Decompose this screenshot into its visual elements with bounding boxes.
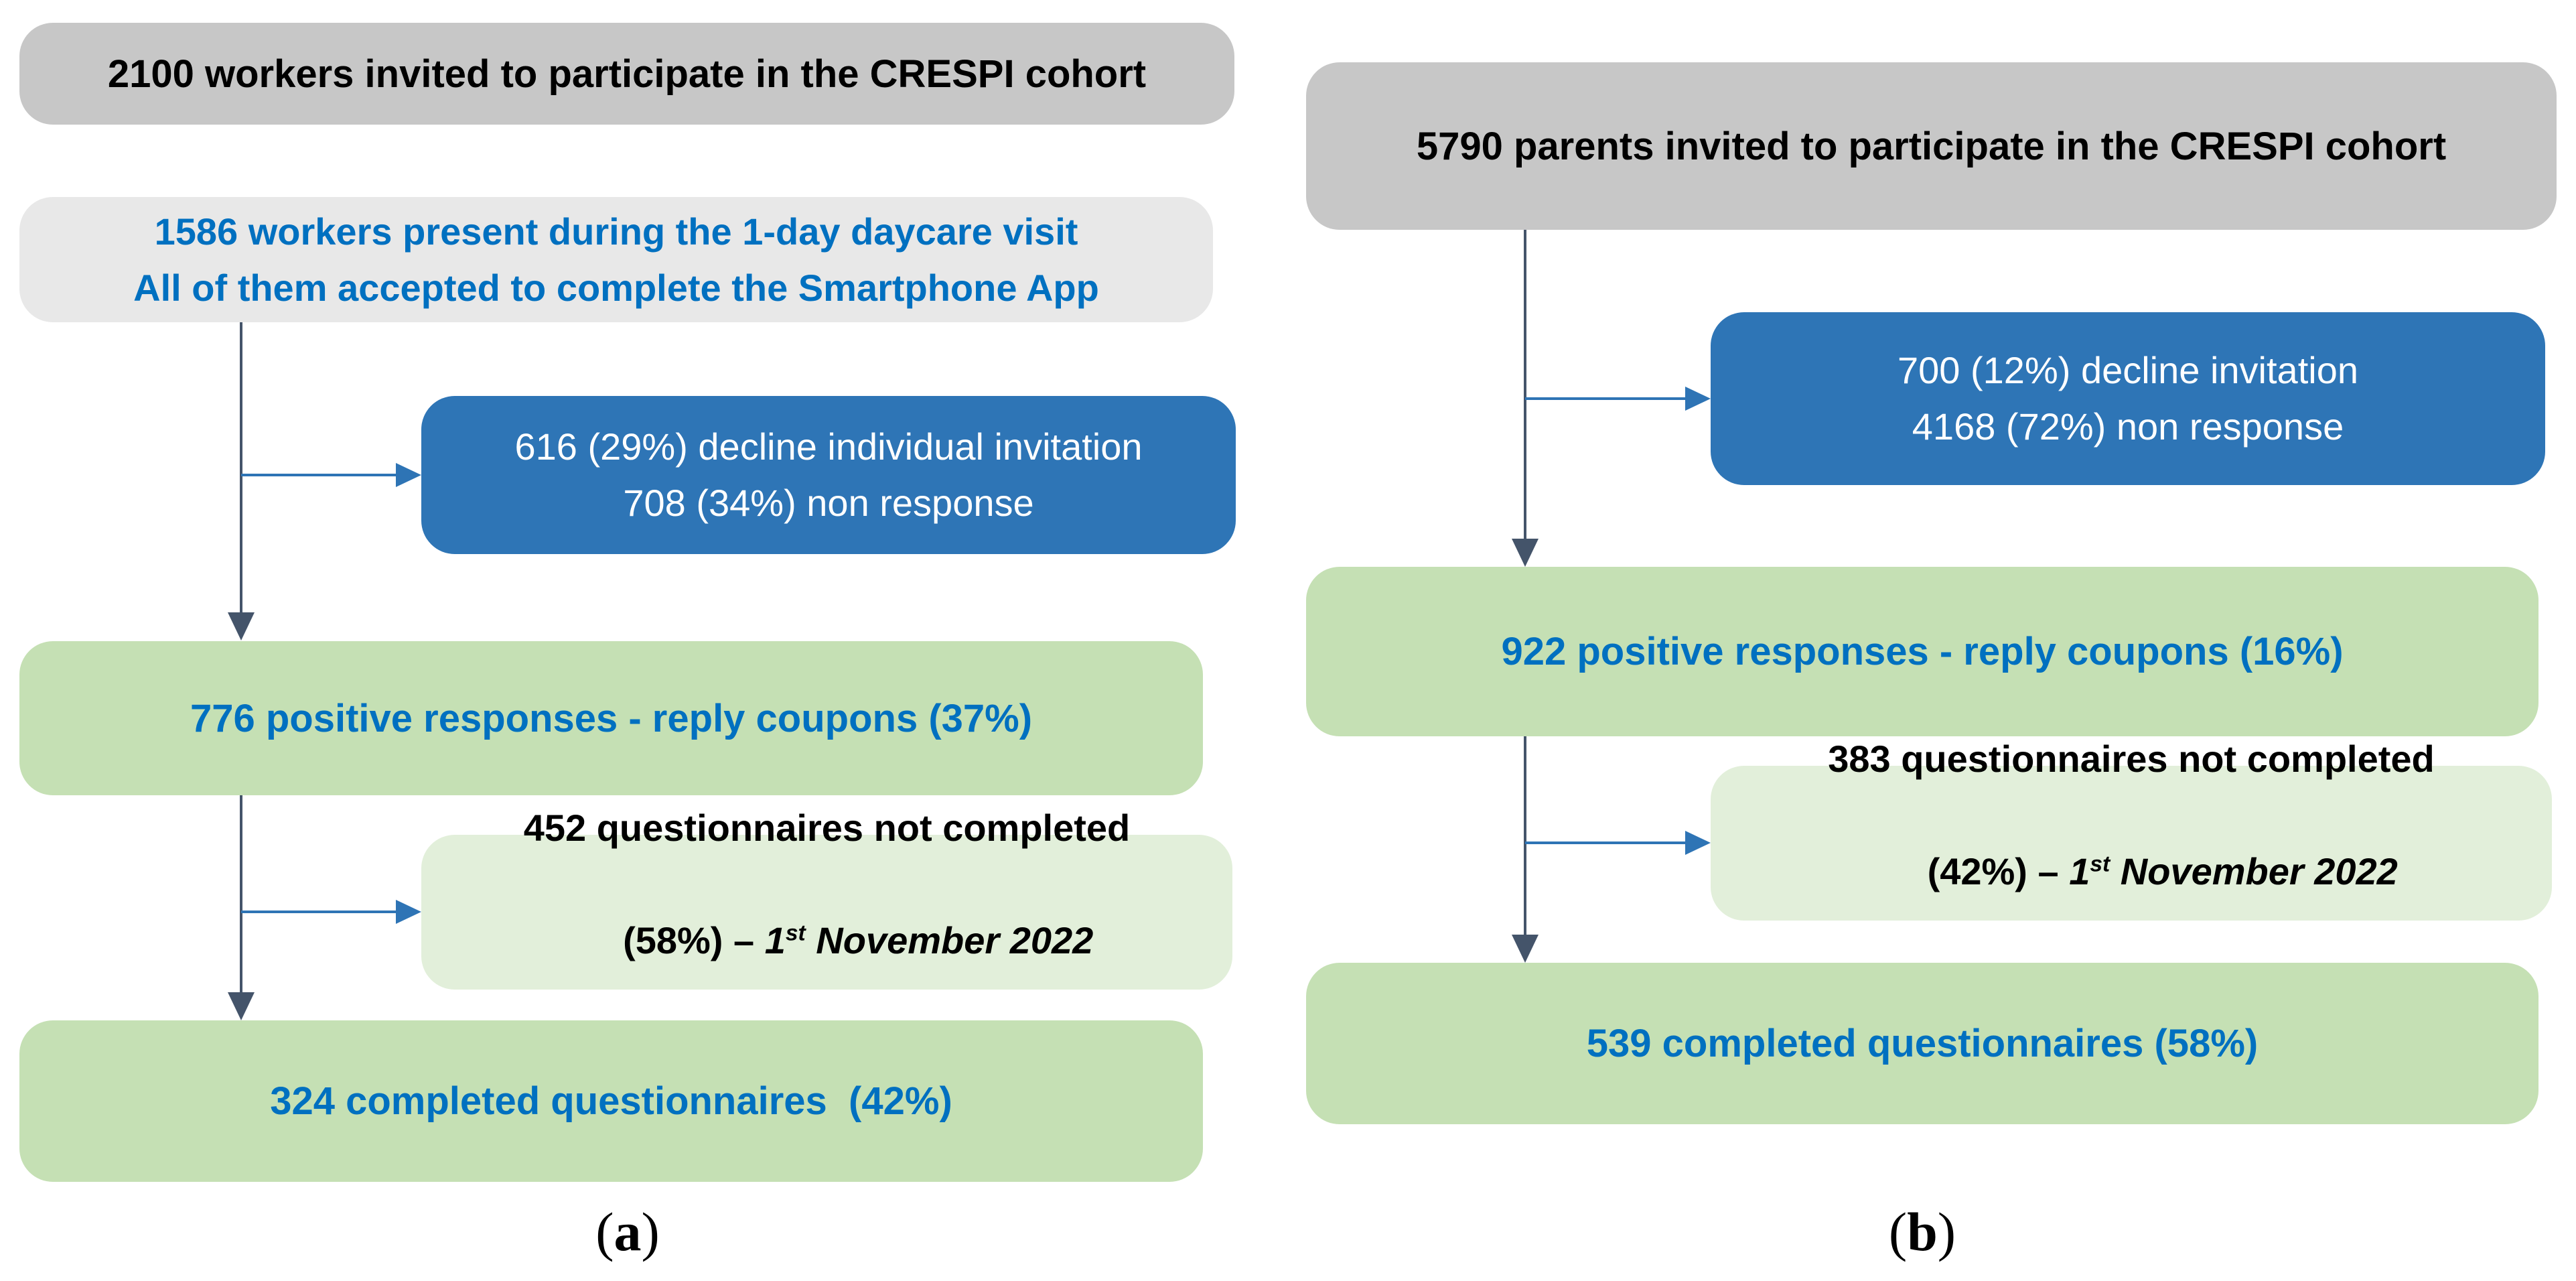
connector-b-positive-to-completed xyxy=(1524,736,1526,936)
box-workers-not-completed-day: 1 xyxy=(764,919,786,961)
connector-b-invited-to-positive xyxy=(1524,230,1526,540)
panel-a-label: (a) xyxy=(527,1205,728,1260)
box-parents-completed-text: 539 completed questionnaires (58%) xyxy=(1586,1022,2259,1065)
panel-a-label-open-paren: ( xyxy=(595,1201,614,1262)
box-workers-not-completed-line1: 452 questionnaires not completed xyxy=(523,806,1131,849)
box-parents-positive-responses: 922 positive responses - reply coupons (… xyxy=(1306,567,2538,736)
box-parents-not-completed-line1: 383 questionnaires not completed xyxy=(1828,737,2435,780)
box-workers-present-line2: All of them accepted to complete the Sma… xyxy=(133,266,1099,309)
box-workers-not-completed-pct: (58%) – xyxy=(623,919,765,961)
panel-b-label-open-paren: ( xyxy=(1888,1201,1908,1262)
box-parents-completed: 539 completed questionnaires (58%) xyxy=(1306,963,2538,1124)
box-parents-not-completed: 383 questionnaires not completed (42%) –… xyxy=(1711,738,2552,921)
arrowhead-b-not-completed-icon xyxy=(1685,831,1711,855)
box-parents-decline-line2: 4168 (72%) non response xyxy=(1912,405,2344,448)
box-parents-invited: 5790 parents invited to participate in t… xyxy=(1306,62,2557,230)
connector-b-branch-not-completed xyxy=(1525,841,1685,844)
connector-a-present-to-positive xyxy=(240,322,242,614)
box-workers-present: 1586 workers present during the 1-day da… xyxy=(19,197,1213,322)
box-parents-decline-line1: 700 (12%) decline invitation xyxy=(1898,349,2358,391)
connector-a-branch-not-completed xyxy=(241,911,396,913)
arrowhead-a-not-completed-icon xyxy=(396,900,421,924)
box-workers-decline-line2: 708 (34%) non response xyxy=(623,482,1034,524)
box-workers-present-line1: 1586 workers present during the 1-day da… xyxy=(154,210,1078,253)
box-workers-completed-text: 324 completed questionnaires (42%) xyxy=(270,1079,952,1123)
box-workers-decline: 616 (29%) decline individual invitation … xyxy=(421,396,1236,554)
box-parents-not-completed-ordinal: st xyxy=(2090,851,2110,876)
box-parents-positive-responses-text: 922 positive responses - reply coupons (… xyxy=(1501,630,2344,673)
box-workers-not-completed-line2: (58%) – 1st November 2022 xyxy=(561,856,1094,1025)
connector-a-branch-decline xyxy=(241,474,396,476)
box-workers-not-completed-date: November 2022 xyxy=(805,919,1094,961)
box-parents-not-completed-line2: (42%) – 1st November 2022 xyxy=(1865,787,2398,956)
box-parents-decline: 700 (12%) decline invitation 4168 (72%) … xyxy=(1711,312,2545,485)
arrowhead-b-decline-icon xyxy=(1685,387,1711,411)
connector-a-positive-to-completed xyxy=(240,795,242,994)
box-workers-not-completed: 452 questionnaires not completed (58%) –… xyxy=(421,807,1232,990)
arrowhead-a-completed-icon xyxy=(228,992,255,1020)
arrowhead-a-positive-icon xyxy=(228,612,255,640)
box-workers-positive-responses-text: 776 positive responses - reply coupons (… xyxy=(190,696,1033,740)
panel-b-label: (b) xyxy=(1822,1205,2023,1260)
box-workers-invited: 2100 workers invited to participate in t… xyxy=(19,23,1234,125)
panel-b-label-letter: b xyxy=(1907,1201,1938,1262)
box-workers-not-completed-ordinal: st xyxy=(785,920,806,945)
panel-b-label-close-paren: ) xyxy=(1937,1201,1956,1262)
arrowhead-b-positive-icon xyxy=(1512,539,1539,567)
panel-a-label-letter: a xyxy=(614,1201,642,1262)
box-workers-positive-responses: 776 positive responses - reply coupons (… xyxy=(19,641,1203,795)
box-parents-invited-text: 5790 parents invited to participate in t… xyxy=(1416,124,2447,168)
box-parents-not-completed-pct: (42%) – xyxy=(1927,850,2070,892)
box-parents-not-completed-date: November 2022 xyxy=(2110,850,2398,892)
arrowhead-b-completed-icon xyxy=(1512,935,1539,963)
connector-b-branch-decline xyxy=(1525,397,1685,400)
box-workers-completed: 324 completed questionnaires (42%) xyxy=(19,1020,1203,1182)
box-parents-not-completed-day: 1 xyxy=(2069,850,2090,892)
box-workers-invited-text: 2100 workers invited to participate in t… xyxy=(107,52,1147,96)
arrowhead-a-decline-icon xyxy=(396,463,421,487)
panel-a-label-close-paren: ) xyxy=(641,1201,660,1262)
box-workers-decline-line1: 616 (29%) decline individual invitation xyxy=(514,425,1143,468)
